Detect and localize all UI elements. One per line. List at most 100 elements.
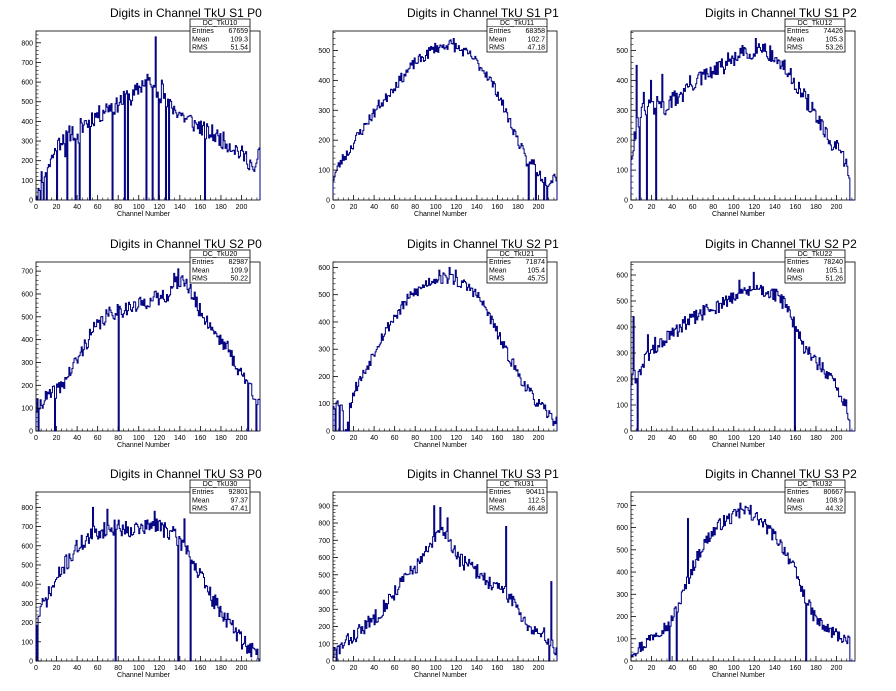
x-tick-label: 140 xyxy=(769,665,781,672)
x-tick-label: 40 xyxy=(370,665,378,672)
stats-title: DC_TkU10 xyxy=(203,20,238,27)
x-tick-label: 80 xyxy=(411,204,419,211)
x-tick-label: 120 xyxy=(748,665,760,672)
y-tick-label: 600 xyxy=(616,273,628,280)
x-tick-label: 100 xyxy=(430,665,442,672)
y-tick-label: 0 xyxy=(326,198,330,205)
y-tick-label: 600 xyxy=(318,555,330,562)
stats-title: DC_TkU21 xyxy=(500,251,535,258)
x-axis-label: Channel Number xyxy=(117,442,171,449)
histogram-line xyxy=(332,37,558,201)
x-tick-label: 40 xyxy=(73,435,81,442)
stats-title: DC_TkU12 xyxy=(798,20,833,27)
stats-rms-value: 46.48 xyxy=(527,506,545,513)
x-tick-label: 0 xyxy=(34,665,38,672)
stats-mean-value: 112.5 xyxy=(528,497,545,504)
stats-rms-label: RMS xyxy=(489,506,505,513)
x-tick-label: 180 xyxy=(215,204,227,211)
chart-title: Digits in Channel TkU S3 P0 xyxy=(110,467,262,481)
histogram-svg: Digits in Channel TkU S3 P20100200300400… xyxy=(616,467,857,679)
y-tick-label: 500 xyxy=(318,292,330,299)
stats-mean-value: 97.37 xyxy=(230,497,248,504)
y-tick-label: 0 xyxy=(624,659,628,666)
stats-rms-label: RMS xyxy=(787,276,803,283)
y-tick-label: 200 xyxy=(616,377,628,384)
x-tick-label: 120 xyxy=(153,435,165,442)
stats-entries-value: 74426 xyxy=(824,28,844,35)
y-tick-label: 400 xyxy=(616,78,628,85)
histogram-line xyxy=(630,502,855,662)
y-tick-label: 700 xyxy=(318,538,330,545)
histogram-panel: Digits in Channel TkU S2 P1 0 100 200 300 400… xyxy=(297,231,595,461)
y-tick-label: 0 xyxy=(29,659,33,666)
stats-box xyxy=(784,479,846,514)
x-tick-label: 100 xyxy=(133,204,145,211)
y-tick-label: 700 xyxy=(616,503,628,510)
x-tick-label: 120 xyxy=(450,435,462,442)
x-tick-label: 200 xyxy=(831,204,843,211)
y-tick-label: 700 xyxy=(21,60,33,67)
y-tick-label: 300 xyxy=(318,607,330,614)
stats-rms-label: RMS xyxy=(489,45,505,52)
y-tick-label: 400 xyxy=(21,119,33,126)
y-tick-label: 200 xyxy=(21,158,33,165)
x-tick-label: 180 xyxy=(810,204,822,211)
x-tick-label: 180 xyxy=(810,665,822,672)
x-tick-label: 120 xyxy=(153,204,165,211)
histogram-panel: Digits in Channel TkU S2 P2 0 100 200 300 400… xyxy=(595,231,893,461)
x-tick-label: 200 xyxy=(236,204,248,211)
plot-frame xyxy=(35,261,261,432)
x-tick-label: 140 xyxy=(174,665,186,672)
histogram-panel: Digits in Channel TkU S2 P0 0 100 200 300 400… xyxy=(0,231,298,461)
stats-mean-value: 109.3 xyxy=(230,36,248,43)
x-tick-label: 60 xyxy=(94,665,102,672)
y-tick-label: 800 xyxy=(21,40,33,47)
y-tick-label: 0 xyxy=(326,659,330,666)
stats-entries-value: 90411 xyxy=(526,489,545,496)
y-tick-label: 100 xyxy=(318,641,330,648)
x-tick-label: 160 xyxy=(790,665,802,672)
stats-mean-value: 105.1 xyxy=(825,267,843,274)
y-tick-label: 600 xyxy=(21,543,33,550)
y-tick-label: 400 xyxy=(21,582,33,589)
x-tick-label: 20 xyxy=(53,204,61,211)
x-tick-label: 0 xyxy=(629,204,633,211)
y-tick-label: 600 xyxy=(318,265,330,272)
stats-rms-value: 51.54 xyxy=(230,45,248,52)
y-tick-label: 500 xyxy=(318,572,330,579)
x-tick-label: 60 xyxy=(94,204,102,211)
histogram-panel: Digits in Channel TkU S3 P0 0 100 200 300 400… xyxy=(0,461,298,691)
y-tick-label: 200 xyxy=(318,374,330,381)
y-tick-label: 500 xyxy=(21,562,33,569)
x-tick-label: 40 xyxy=(668,435,676,442)
y-tick-label: 200 xyxy=(318,624,330,631)
x-tick-label: 100 xyxy=(430,435,442,442)
y-tick-label: 100 xyxy=(616,168,628,175)
y-tick-label: 100 xyxy=(616,403,628,410)
histogram-svg: Digits in Channel TkU S2 P10100200300400… xyxy=(318,237,559,449)
x-axis-label: Channel Number xyxy=(712,442,766,449)
plot-frame xyxy=(332,30,558,201)
x-tick-label: 60 xyxy=(689,665,697,672)
x-tick-label: 180 xyxy=(810,435,822,442)
x-tick-label: 180 xyxy=(215,665,227,672)
stats-title: DC_TkU32 xyxy=(798,481,833,488)
histogram-line xyxy=(332,266,558,432)
x-tick-label: 120 xyxy=(450,204,462,211)
x-tick-label: 160 xyxy=(790,204,802,211)
y-tick-label: 600 xyxy=(21,291,33,298)
y-tick-label: 100 xyxy=(318,168,330,175)
y-tick-label: 0 xyxy=(29,198,33,205)
y-tick-label: 700 xyxy=(21,524,33,531)
x-tick-label: 0 xyxy=(331,204,335,211)
x-tick-label: 140 xyxy=(174,204,186,211)
y-tick-label: 400 xyxy=(616,325,628,332)
stats-entries-value: 71874 xyxy=(526,259,546,266)
x-tick-label: 140 xyxy=(471,665,483,672)
x-tick-label: 20 xyxy=(648,435,656,442)
x-axis-label: Channel Number xyxy=(117,672,171,679)
y-tick-label: 800 xyxy=(318,521,330,528)
x-tick-label: 0 xyxy=(629,665,633,672)
x-tick-label: 80 xyxy=(709,204,717,211)
x-tick-label: 20 xyxy=(350,665,358,672)
